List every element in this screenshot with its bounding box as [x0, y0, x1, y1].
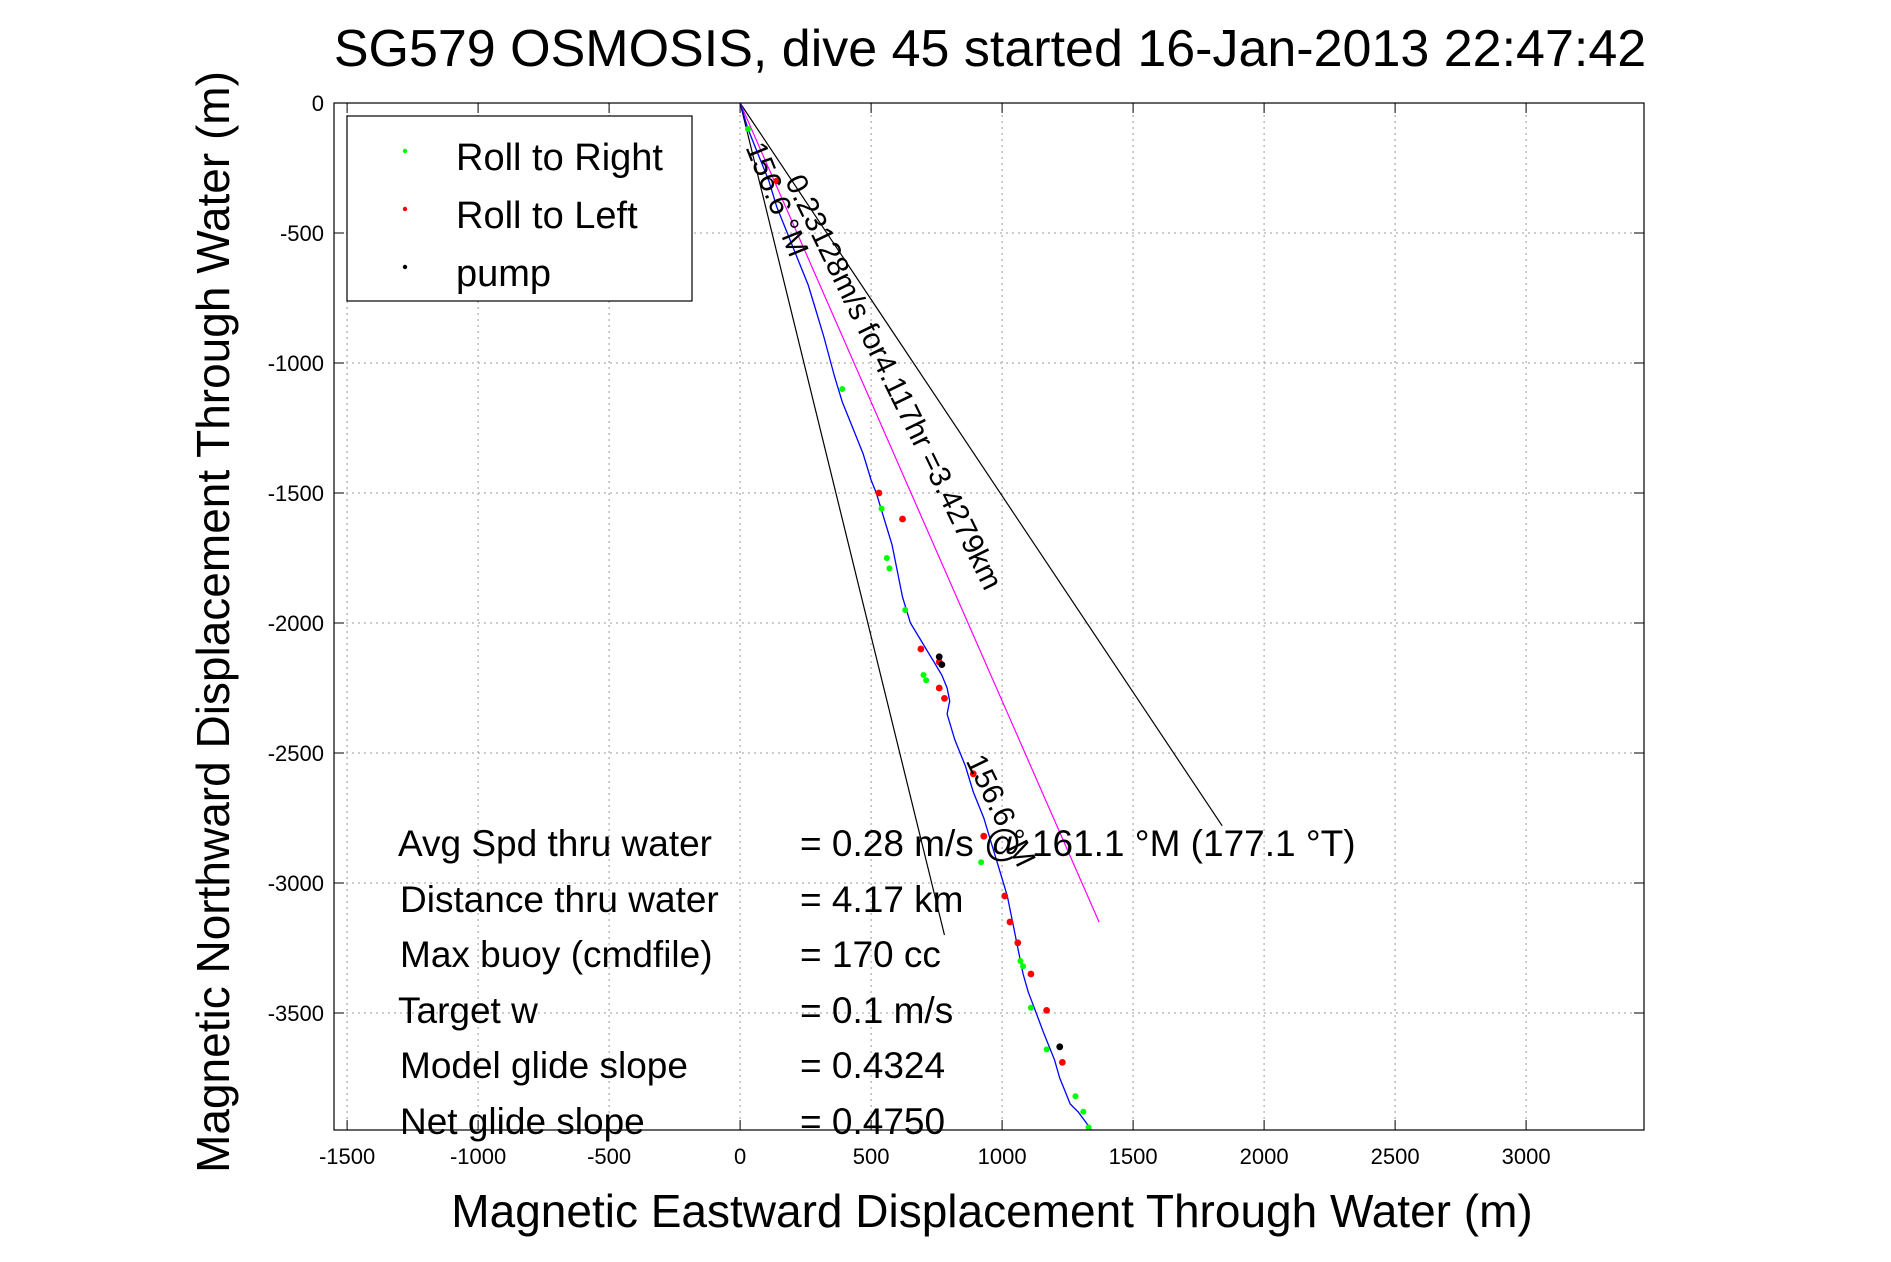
- reference-lines: [739, 102, 1223, 936]
- pump-point: [938, 661, 946, 668]
- x-tick-label: -1500: [319, 1144, 375, 1169]
- roll-right-point: [923, 677, 930, 684]
- stat-label: Avg Spd thru water: [398, 823, 712, 864]
- legend-marker-roll-right: [402, 148, 408, 154]
- roll-left-point: [1058, 1059, 1066, 1066]
- x-tick-label: 2500: [1371, 1144, 1420, 1169]
- roll-left-point: [1027, 970, 1035, 978]
- roll-left-point: [1001, 892, 1009, 900]
- roll-left-point: [875, 489, 883, 497]
- x-tick-label: 1500: [1109, 1144, 1158, 1169]
- roll-right-point: [1085, 1124, 1092, 1131]
- stat-value: = 0.4750: [800, 1101, 945, 1142]
- roll-left-point: [980, 832, 988, 840]
- stat-label: Target w: [398, 990, 538, 1031]
- x-tick-label: 500: [853, 1144, 890, 1169]
- roll-right-point: [1027, 1004, 1034, 1011]
- roll-left-point: [773, 177, 781, 185]
- y-tick-label: -1000: [268, 351, 324, 376]
- y-tick-label: -2000: [268, 611, 324, 636]
- roll-right-point: [1020, 963, 1027, 970]
- x-tick-label: 1000: [978, 1144, 1027, 1169]
- x-tick-label: -500: [587, 1144, 631, 1169]
- reference-line: [739, 102, 1100, 923]
- roll-right-point: [1043, 1046, 1050, 1053]
- roll-left-point: [969, 770, 977, 778]
- roll-right-point: [744, 126, 751, 132]
- roll-left-point: [1043, 1007, 1051, 1014]
- roll-right-point: [1072, 1093, 1079, 1100]
- x-tick-label: 3000: [1502, 1144, 1551, 1169]
- roll-right-point: [1017, 958, 1024, 964]
- stat-value: = 0.28 m/s @ 161.1 °M (177.1 °T): [800, 823, 1356, 864]
- chart-title: SG579 OSMOSIS, dive 45 started 16-Jan-20…: [334, 20, 1646, 78]
- pump-point: [935, 653, 943, 661]
- stat-value: = 170 cc: [800, 934, 941, 975]
- reference-line: [739, 102, 1223, 827]
- legend-box: [346, 115, 693, 302]
- stat-value: = 0.4324: [800, 1045, 945, 1086]
- roll-left-point: [1014, 939, 1022, 947]
- roll-left-point: [899, 515, 906, 523]
- roll-right-point: [920, 672, 927, 678]
- roll-left-point: [935, 684, 943, 692]
- y-tick-label: -500: [280, 221, 324, 246]
- legend-label-pump: pump: [456, 253, 551, 295]
- stat-label: Distance thru water: [400, 879, 719, 920]
- legend-marker-pump: [402, 264, 408, 270]
- x-axis-label: Magnetic Eastward Displacement Through W…: [451, 1185, 1532, 1237]
- reference-line: [739, 102, 946, 936]
- ticks: -1500 -1000 -500 0 500 1000 1500 2000 2500 3000 0 -…: [268, 91, 1644, 1169]
- legend-marker-roll-left: [402, 206, 408, 212]
- pump-point: [1056, 1043, 1064, 1051]
- roll-right-point: [839, 386, 846, 392]
- roll-right-point: [978, 859, 985, 866]
- roll-right-point: [878, 505, 885, 512]
- roll-right-point: [902, 607, 909, 613]
- roll-right-point: [1080, 1108, 1087, 1115]
- markers: [744, 126, 1092, 1131]
- x-tick-label: 2000: [1240, 1144, 1289, 1169]
- x-tick-label: 0: [734, 1144, 746, 1169]
- y-tick-label: -3000: [268, 871, 324, 896]
- y-tick-label: 0: [312, 91, 324, 116]
- legend-label-roll-left: Roll to Left: [456, 195, 638, 237]
- roll-right-point: [886, 565, 893, 572]
- plot-frame: [333, 102, 1645, 1131]
- roll-right-point: [883, 555, 890, 561]
- stats-block: Avg Spd thru water = 0.28 m/s @ 161.1 °M…: [398, 823, 1356, 1142]
- stat-value: = 4.17 km: [800, 879, 964, 920]
- x-tick-label: -1000: [450, 1144, 506, 1169]
- y-tick-label: -3500: [268, 1001, 324, 1026]
- roll-left-point: [941, 695, 948, 702]
- dive-track-line: [739, 102, 1092, 1131]
- roll-left-point: [917, 645, 925, 653]
- legend-label-roll-right: Roll to Right: [456, 137, 663, 179]
- track: [739, 102, 1092, 1131]
- legend: Roll to Right Roll to Left pump: [346, 115, 693, 302]
- stat-label: Net glide slope: [400, 1101, 645, 1142]
- stat-label: Max buoy (cmdfile): [400, 934, 713, 975]
- stat-value: = 0.1 m/s: [800, 990, 953, 1031]
- roll-left-point: [1006, 918, 1014, 926]
- y-tick-label: -1500: [268, 481, 324, 506]
- y-tick-label: -2500: [268, 741, 324, 766]
- y-axis-label: Magnetic Northward Displacement Through …: [187, 71, 239, 1173]
- stat-label: Model glide slope: [400, 1045, 688, 1086]
